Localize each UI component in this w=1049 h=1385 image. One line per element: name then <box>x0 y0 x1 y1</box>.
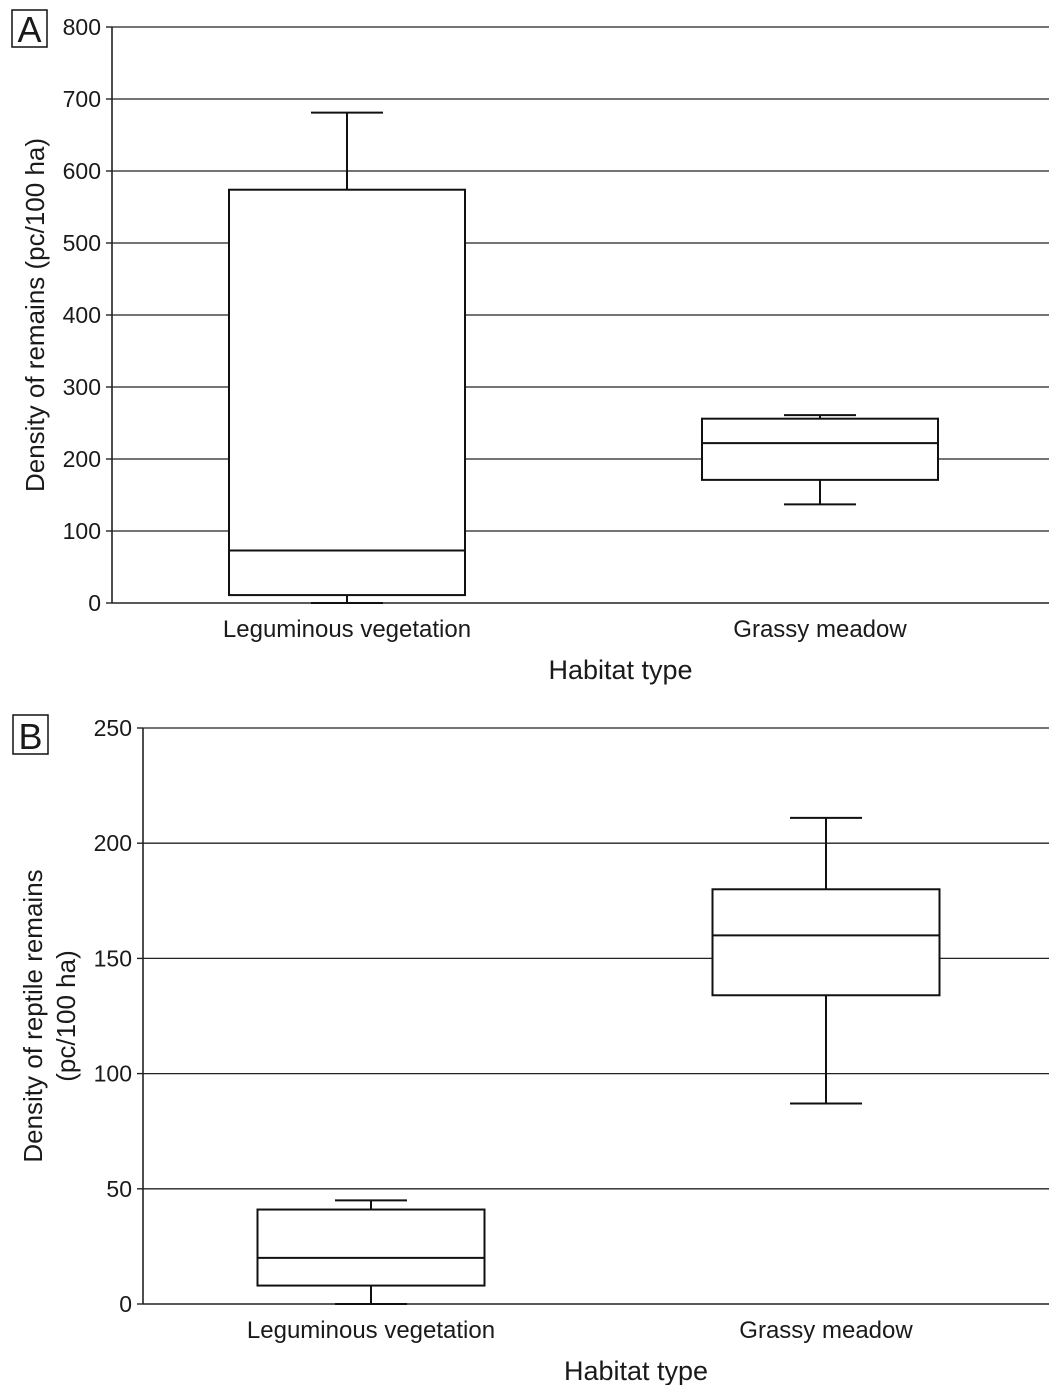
y-tick-label: 200 <box>63 446 101 472</box>
panel-label: B <box>18 716 42 757</box>
y-tick-label: 800 <box>63 14 101 40</box>
box-1 <box>701 414 939 506</box>
chart-panel-b: 0 50 100 150 200 250 Leguminous vegetation Gras… <box>12 714 1049 1385</box>
y-tick-label: 400 <box>63 302 101 328</box>
y-tick-label: 0 <box>88 590 101 616</box>
x-axis-label: Habitat type <box>548 655 692 685</box>
x-tick-label: Leguminous vegetation <box>223 616 471 643</box>
y-axis-label: (pc/100 ha) <box>51 950 81 1082</box>
x-tick-label: Grassy meadow <box>733 616 907 643</box>
y-tick-label: 250 <box>94 715 132 741</box>
x-axis-label: Habitat type <box>564 1356 708 1385</box>
box-iqr <box>256 1208 486 1287</box>
box-0 <box>228 111 466 604</box>
panel-label-frame <box>12 714 49 755</box>
panel-label: A <box>17 9 41 50</box>
box-iqr <box>228 188 466 597</box>
x-tick-label: Grassy meadow <box>739 1317 913 1344</box>
y-tick-label: 500 <box>63 230 101 256</box>
box-0 <box>256 1199 486 1305</box>
panel-label-frame <box>11 9 48 48</box>
y-tick-label: 100 <box>94 1061 132 1087</box>
y-tick-label: 200 <box>94 830 132 856</box>
y-tick-label: 700 <box>63 86 101 112</box>
y-tick-label: 0 <box>119 1291 132 1317</box>
y-tick-label: 50 <box>106 1176 132 1202</box>
y-tick-label: 300 <box>63 374 101 400</box>
box-iqr <box>701 417 939 481</box>
chart-panel-a: 0 100 200 300 400 500 600 700 800 Leguminous vege… <box>11 9 1049 685</box>
y-tick-label: 100 <box>63 518 101 544</box>
y-tick-label: 150 <box>94 945 132 971</box>
y-axis-label: Density of remains (pc/100 ha) <box>20 138 50 492</box>
box-iqr <box>711 888 941 997</box>
x-tick-label: Leguminous vegetation <box>247 1317 495 1344</box>
box-1 <box>711 816 941 1105</box>
y-axis-label: Density of reptile remains <box>18 869 48 1162</box>
y-tick-label: 600 <box>63 158 101 184</box>
